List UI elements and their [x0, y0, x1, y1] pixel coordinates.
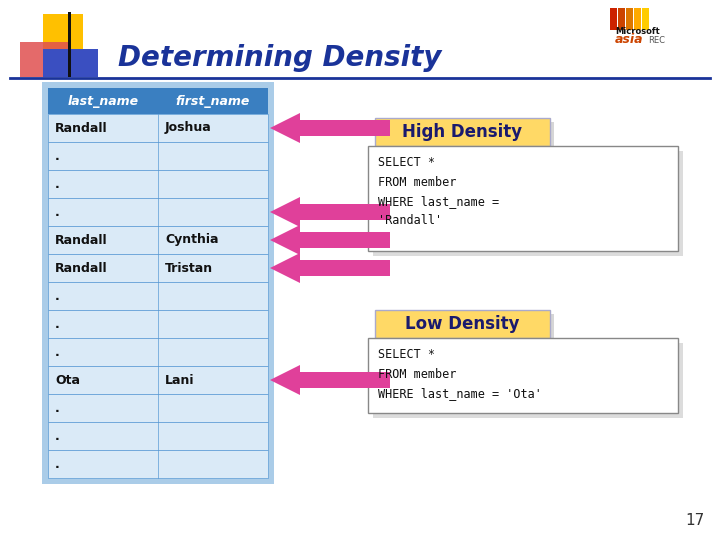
FancyBboxPatch shape [373, 343, 683, 418]
Text: Low Density: Low Density [405, 315, 520, 333]
FancyBboxPatch shape [48, 142, 268, 170]
FancyArrow shape [270, 225, 390, 255]
FancyArrow shape [270, 365, 390, 395]
FancyBboxPatch shape [375, 118, 550, 146]
FancyBboxPatch shape [373, 151, 683, 256]
FancyBboxPatch shape [48, 338, 268, 366]
Text: .: . [55, 150, 60, 163]
FancyBboxPatch shape [375, 310, 550, 338]
FancyBboxPatch shape [48, 198, 268, 226]
Text: Randall: Randall [55, 233, 107, 246]
Text: .: . [55, 289, 60, 302]
Text: Determining Density: Determining Density [118, 44, 441, 72]
Text: Tristan: Tristan [165, 261, 213, 274]
FancyBboxPatch shape [48, 88, 268, 114]
FancyBboxPatch shape [368, 146, 678, 251]
FancyBboxPatch shape [20, 42, 68, 77]
Text: asia: asia [615, 33, 644, 46]
Text: .: . [55, 346, 60, 359]
Text: first_name: first_name [176, 94, 250, 107]
Text: Randall: Randall [55, 122, 107, 134]
FancyBboxPatch shape [42, 82, 274, 484]
Text: .: . [55, 457, 60, 470]
FancyBboxPatch shape [618, 8, 625, 30]
FancyBboxPatch shape [48, 450, 268, 478]
FancyBboxPatch shape [43, 14, 83, 49]
FancyArrow shape [270, 113, 390, 143]
FancyBboxPatch shape [48, 170, 268, 198]
Text: SELECT *
FROM member
WHERE last_name = 'Ota': SELECT * FROM member WHERE last_name = '… [378, 348, 542, 400]
FancyBboxPatch shape [368, 338, 678, 413]
Text: High Density: High Density [402, 123, 523, 141]
Text: .: . [55, 206, 60, 219]
Text: .: . [55, 402, 60, 415]
Text: Ota: Ota [55, 374, 80, 387]
FancyBboxPatch shape [43, 49, 98, 77]
FancyArrow shape [270, 197, 390, 227]
FancyBboxPatch shape [379, 314, 554, 342]
Text: Joshua: Joshua [165, 122, 212, 134]
FancyBboxPatch shape [48, 394, 268, 422]
Text: .: . [55, 318, 60, 330]
FancyBboxPatch shape [48, 422, 268, 450]
Text: REC: REC [648, 36, 665, 45]
Text: Cynthia: Cynthia [165, 233, 218, 246]
FancyBboxPatch shape [626, 8, 633, 30]
Text: 17: 17 [685, 513, 705, 528]
Text: Randall: Randall [55, 261, 107, 274]
FancyBboxPatch shape [610, 8, 617, 30]
FancyBboxPatch shape [48, 366, 268, 394]
FancyBboxPatch shape [48, 226, 268, 254]
Text: SELECT *
FROM member
WHERE last_name =
'Randall': SELECT * FROM member WHERE last_name = '… [378, 156, 499, 227]
FancyBboxPatch shape [379, 122, 554, 150]
Text: Lani: Lani [165, 374, 194, 387]
FancyBboxPatch shape [642, 8, 649, 30]
FancyBboxPatch shape [48, 282, 268, 310]
FancyArrow shape [270, 253, 390, 283]
Text: last_name: last_name [68, 94, 138, 107]
Text: .: . [55, 429, 60, 442]
FancyBboxPatch shape [48, 114, 268, 142]
Text: Microsoft: Microsoft [615, 27, 660, 36]
Text: .: . [55, 178, 60, 191]
FancyBboxPatch shape [634, 8, 641, 30]
FancyBboxPatch shape [48, 254, 268, 282]
FancyBboxPatch shape [68, 12, 71, 77]
FancyBboxPatch shape [48, 310, 268, 338]
